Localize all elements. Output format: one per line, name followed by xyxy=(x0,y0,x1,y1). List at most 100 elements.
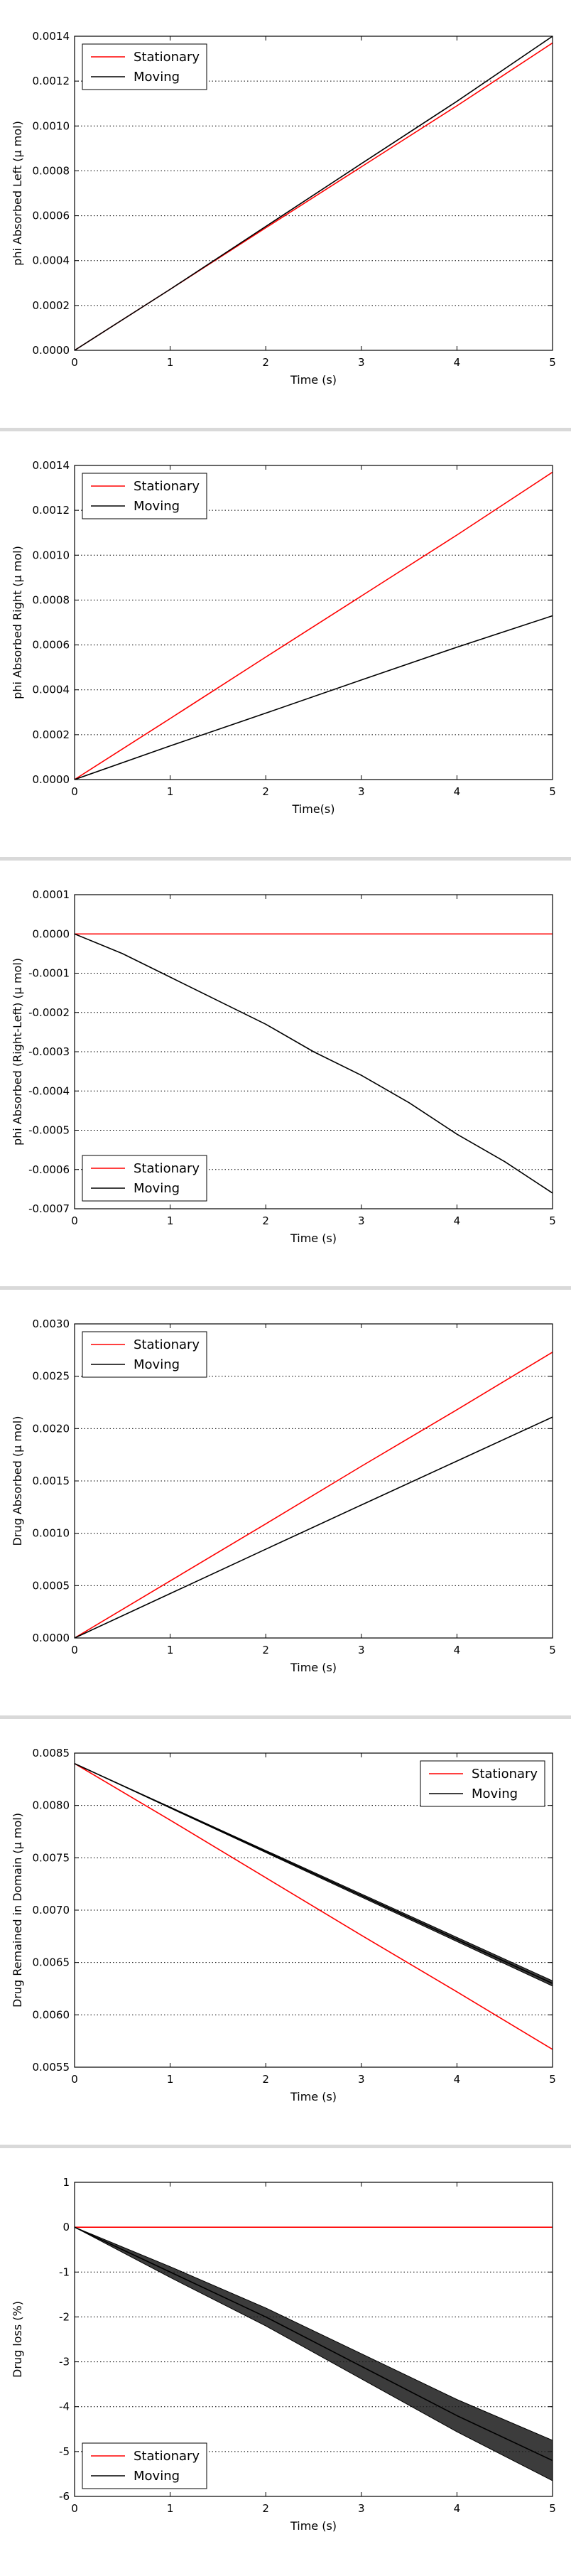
legend-box xyxy=(82,2442,207,2489)
y-tick-label: 0.0000 xyxy=(33,344,70,357)
y-tick-label: 0.0020 xyxy=(33,1422,70,1435)
y-tick-label: 0.0000 xyxy=(33,1632,70,1644)
legend-label: Moving xyxy=(134,1357,180,1372)
legend: Stationary Moving xyxy=(82,2442,207,2489)
x-tick-label: 3 xyxy=(358,2073,365,2086)
y-tick-label: 0 xyxy=(62,2221,70,2233)
x-tick-label: 2 xyxy=(262,1214,269,1227)
series-line-stationary xyxy=(74,1352,553,1639)
x-tick-label: 2 xyxy=(262,356,269,369)
x-tick-label: 1 xyxy=(167,2502,174,2515)
x-tick-label: 0 xyxy=(71,1644,78,1656)
panel-divider xyxy=(0,2145,571,2148)
chart-panel-5: 0.0055 0.0060 0.0065 0.0070 0.0075 0.0080 0.00… xyxy=(0,1719,571,2144)
series-band-moving xyxy=(74,2226,553,2481)
y-tick-label: -6 xyxy=(59,2490,70,2503)
x-tick-label: 1 xyxy=(167,1644,174,1656)
y-tick-label: 0.0008 xyxy=(33,164,70,177)
y-tick-label: 0.0025 xyxy=(33,1370,70,1383)
panel-divider xyxy=(0,1286,571,1290)
x-tick-label: 4 xyxy=(454,785,461,798)
y-tick-label: 0.0070 xyxy=(33,1904,70,1917)
legend-box xyxy=(420,1760,545,1807)
x-tick-label: 2 xyxy=(262,1644,269,1656)
y-tick-label: -0.0007 xyxy=(28,1202,70,1215)
x-tick-label: 2 xyxy=(262,785,269,798)
y-tick-label: 0.0065 xyxy=(33,1956,70,1969)
y-tick-label: 1 xyxy=(62,2176,70,2189)
legend-label: Stationary xyxy=(134,1161,200,1176)
y-axis-label: Drug loss (%) xyxy=(11,2301,24,2378)
y-tick-label: 0.0010 xyxy=(33,1527,70,1540)
legend: Stationary Moving xyxy=(82,1155,207,1202)
x-tick-label: 4 xyxy=(454,1644,461,1656)
x-axis-label: Time (s) xyxy=(290,2519,337,2533)
legend-label: Moving xyxy=(472,1787,518,1801)
series-line-moving xyxy=(74,1416,553,1639)
series-line-stationary xyxy=(74,471,553,780)
plot-frame xyxy=(74,1323,553,1639)
y-tick-label: 0.0080 xyxy=(33,1799,70,1812)
x-tick-label: 3 xyxy=(358,1214,365,1227)
y-tick-label: -0.0003 xyxy=(28,1045,70,1058)
legend-label: Stationary xyxy=(472,1767,538,1782)
y-tick-label: 0.0060 xyxy=(33,2008,70,2021)
y-tick-label: -0.0004 xyxy=(28,1084,70,1097)
y-tick-label: -0.0001 xyxy=(28,967,70,980)
y-tick-label: -2 xyxy=(59,2310,70,2323)
x-tick-label: 0 xyxy=(71,1214,78,1227)
y-tick-label: -1 xyxy=(59,2265,70,2278)
panel-divider xyxy=(0,857,571,861)
x-tick-label: 1 xyxy=(167,1214,174,1227)
legend: Stationary Moving xyxy=(420,1760,545,1807)
x-axis-label: Time (s) xyxy=(290,2090,337,2103)
y-tick-label: -3 xyxy=(59,2356,70,2368)
plot-frame xyxy=(74,465,553,780)
y-axis-label: phi Absorbed Right (µ mol) xyxy=(11,546,24,699)
x-tick-label: 4 xyxy=(454,2502,461,2515)
panel-divider xyxy=(0,1715,571,1719)
x-tick-label: 5 xyxy=(549,785,556,798)
chart-svg: -0.0007 -0.0006 -0.0005 -0.0004 -0.0003 -0.00… xyxy=(11,888,556,1245)
y-tick-label: 0.0014 xyxy=(33,30,70,43)
y-axis-label: Drug Remained in Domain (µ mol) xyxy=(11,1813,24,2008)
chart-panel-1: 0.0000 0.0002 0.0004 0.0006 0.0008 0.0010 0.00… xyxy=(0,2,571,427)
x-tick-label: 2 xyxy=(262,2502,269,2515)
y-tick-label: -5 xyxy=(59,2445,70,2458)
x-tick-label: 1 xyxy=(167,356,174,369)
y-tick-label: 0.0010 xyxy=(33,549,70,561)
x-tick-label: 3 xyxy=(358,1644,365,1656)
y-tick-label: 0.0006 xyxy=(33,639,70,652)
legend-label: Moving xyxy=(134,2469,180,2484)
x-tick-label: 0 xyxy=(71,2502,78,2515)
y-tick-label: 0.0075 xyxy=(33,1851,70,1864)
y-tick-label: 0.0085 xyxy=(33,1747,70,1759)
chart-svg: 0.0000 0.0005 0.0010 0.0015 0.0020 0.0025 0.00… xyxy=(11,1317,556,1674)
legend-label: Moving xyxy=(134,70,180,85)
y-tick-label: 0.0012 xyxy=(33,504,70,517)
plot-frame xyxy=(74,894,553,1209)
x-tick-label: 1 xyxy=(167,2073,174,2086)
legend-box xyxy=(82,473,207,519)
y-tick-label: 0.0000 xyxy=(33,773,70,786)
x-tick-label: 3 xyxy=(358,785,365,798)
series-line-moving xyxy=(74,36,553,351)
y-tick-label: 0.0015 xyxy=(33,1475,70,1487)
legend: Stationary Moving xyxy=(82,1331,207,1378)
y-tick-label: -0.0002 xyxy=(28,1006,70,1019)
y-tick-label: -0.0006 xyxy=(28,1163,70,1176)
legend-label: Moving xyxy=(134,1181,180,1196)
plot-frame xyxy=(74,36,553,351)
y-tick-label: 0.0002 xyxy=(33,299,70,312)
x-tick-label: 1 xyxy=(167,785,174,798)
x-tick-label: 5 xyxy=(549,1214,556,1227)
series-line-moving xyxy=(74,1763,553,1984)
y-tick-label: -0.0005 xyxy=(28,1124,70,1137)
y-tick-label: 0.0004 xyxy=(33,254,70,267)
x-tick-label: 4 xyxy=(454,2073,461,2086)
chart-svg: 0.0055 0.0060 0.0065 0.0070 0.0075 0.0080 0.00… xyxy=(11,1747,556,2103)
legend-box xyxy=(82,43,207,90)
chart-panel-3: -0.0007 -0.0006 -0.0005 -0.0004 -0.0003 -0.00… xyxy=(0,861,571,1286)
chart-panel-4: 0.0000 0.0005 0.0010 0.0015 0.0020 0.0025 0.00… xyxy=(0,1290,571,1715)
y-axis-label: Drug Absorbed (µ mol) xyxy=(11,1416,24,1546)
